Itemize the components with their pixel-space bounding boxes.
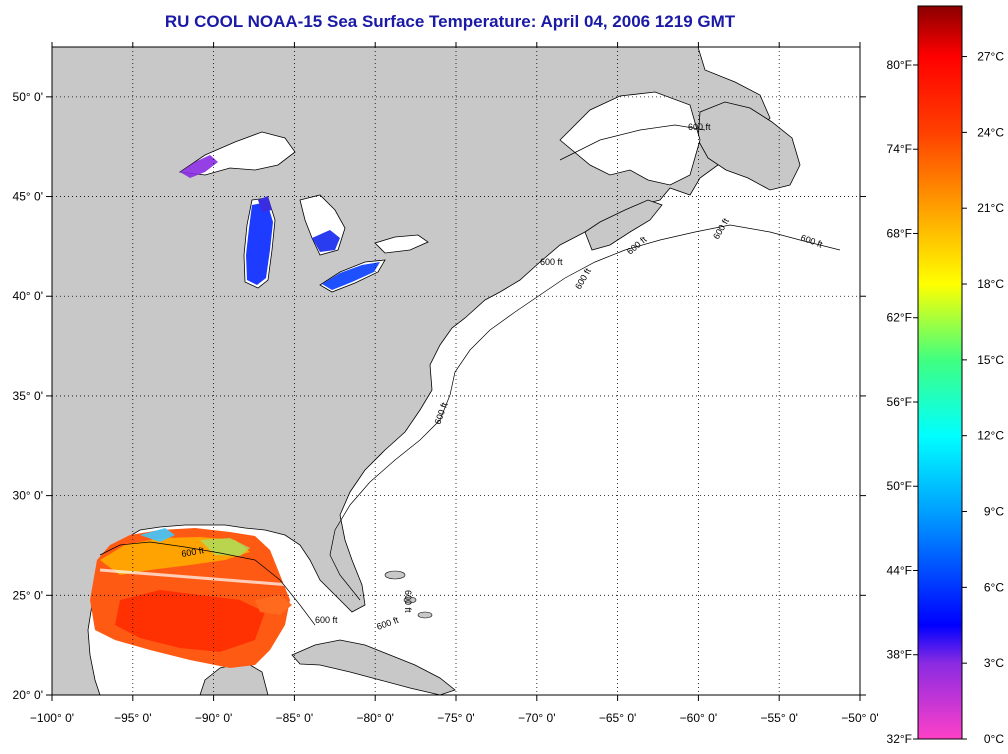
celsius-label: 18°C xyxy=(977,277,1004,291)
axis-ticks xyxy=(46,42,866,701)
fahrenheit-label: 44°F xyxy=(887,563,912,577)
graticule xyxy=(52,47,860,695)
sst-lake-huron-south xyxy=(312,230,340,252)
latitude-labels: 20° 0' 25° 0' 30° 0' 35° 0' 40° 0' 45° 0' 50° … xyxy=(13,90,43,702)
colorbar xyxy=(917,5,963,740)
lat-tick-label: 25° 0' xyxy=(13,588,43,602)
contour-label-gulf-st-lawrence: 600 ft xyxy=(688,122,711,132)
lat-tick-label: 35° 0' xyxy=(13,389,43,403)
contour-labels: 600 ft 600 ft 600 ft 600 ft 600 ft 600 f… xyxy=(181,122,825,632)
lon-tick-label: −95° 0' xyxy=(114,711,151,725)
celsius-label: 15°C xyxy=(977,353,1004,367)
land-nova-scotia xyxy=(584,199,663,251)
lon-tick-label: −100° 0' xyxy=(30,711,74,725)
lat-tick-label: 50° 0' xyxy=(13,90,43,104)
lon-tick-label: −55° 0' xyxy=(760,711,797,725)
contour-label-mid-atlantic: 600 ft xyxy=(540,257,563,267)
lon-tick-label: −85° 0' xyxy=(276,711,313,725)
celsius-label: 6°C xyxy=(984,580,1004,594)
sst-cloud-streak xyxy=(99,568,291,587)
sst-data-overlay xyxy=(90,155,380,668)
lat-tick-label: 40° 0' xyxy=(13,289,43,303)
fahrenheit-label: 32°F xyxy=(887,732,912,746)
fahrenheit-label: 74°F xyxy=(887,142,912,156)
sst-lake-erie xyxy=(322,262,380,290)
celsius-label: 12°C xyxy=(977,429,1004,443)
fahrenheit-label: 50°F xyxy=(887,479,912,493)
fahrenheit-label: 62°F xyxy=(887,311,912,325)
fahrenheit-label: 80°F xyxy=(887,58,912,72)
lake-ontario xyxy=(374,234,429,254)
colorbar-fahrenheit-labels: 32°F 38°F 44°F 50°F 56°F 62°F 68°F 74°F 80°F xyxy=(887,58,912,746)
lat-tick-label: 20° 0' xyxy=(13,688,43,702)
lon-tick-label: −60° 0' xyxy=(680,711,717,725)
sst-gulf-hotspot xyxy=(255,595,292,615)
longitude-labels: −100° 0' −95° 0' −90° 0' −85° 0' −80° 0' −75°… xyxy=(30,711,879,725)
celsius-label: 21°C xyxy=(977,201,1004,215)
fahrenheit-label: 38°F xyxy=(887,648,912,662)
sst-lake-michigan xyxy=(246,202,273,285)
celsius-label: 3°C xyxy=(984,656,1004,670)
fahrenheit-label: 56°F xyxy=(887,395,912,409)
sst-lake-superior-west xyxy=(180,155,218,178)
lon-tick-label: −50° 0' xyxy=(841,711,878,725)
sst-gulf-warm-core xyxy=(115,590,265,652)
lon-tick-label: −65° 0' xyxy=(599,711,636,725)
contour-label-gulf: 600 ft xyxy=(181,545,205,559)
contour-label-florida: 600 ft xyxy=(315,615,338,625)
land-newfoundland xyxy=(697,101,801,191)
colorbar-celsius-labels: 0°C 3°C 6°C 9°C 12°C 15°C 18°C 21°C 24°C 27°C xyxy=(977,50,1004,746)
sst-green-bay xyxy=(258,196,272,212)
contour-label-bahamas: 600 ft xyxy=(403,590,413,613)
gulf-st-lawrence xyxy=(559,91,701,186)
land-bahamas xyxy=(384,570,433,619)
lat-tick-label: 30° 0' xyxy=(13,489,43,503)
lat-tick-label: 45° 0' xyxy=(13,190,43,204)
land-cuba xyxy=(291,639,456,695)
lon-tick-label: −75° 0' xyxy=(437,711,474,725)
fahrenheit-label: 68°F xyxy=(887,226,912,240)
celsius-label: 0°C xyxy=(984,732,1004,746)
celsius-label: 9°C xyxy=(984,505,1004,519)
map-area xyxy=(52,47,860,695)
celsius-label: 24°C xyxy=(977,125,1004,139)
lon-tick-label: −90° 0' xyxy=(195,711,232,725)
lon-tick-label: −70° 0' xyxy=(518,711,555,725)
depth-contours-600ft xyxy=(99,124,841,626)
map-title: RU COOL NOAA-15 Sea Surface Temperature:… xyxy=(164,12,736,31)
celsius-label: 27°C xyxy=(977,50,1004,64)
lon-tick-label: −80° 0' xyxy=(356,711,393,725)
sst-gulf-cold-shelf xyxy=(140,528,175,542)
land-north-america xyxy=(52,47,771,695)
colorbar-ticks xyxy=(913,56,967,740)
